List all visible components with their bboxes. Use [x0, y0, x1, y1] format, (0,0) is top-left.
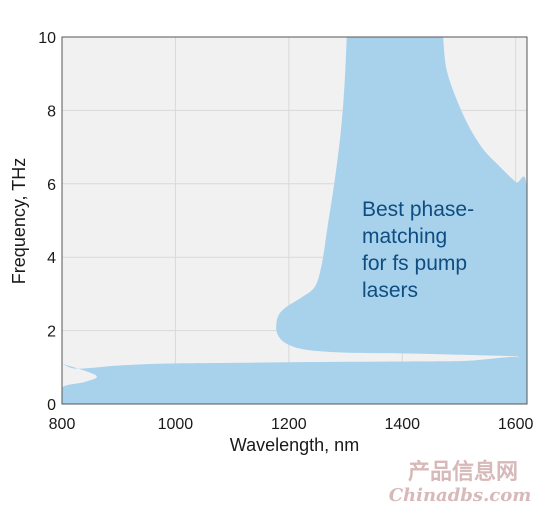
y-tick-label: 8 [47, 103, 56, 120]
y-axis-label: Frequency, THz [9, 158, 29, 284]
y-tick-label: 6 [47, 177, 56, 194]
filled-regions [62, 37, 527, 404]
y-tick-labels: 0 2 4 6 8 10 [38, 30, 56, 414]
x-tick-label: 1000 [158, 416, 194, 433]
plot-frame [61, 36, 528, 405]
x-tick-label: 1200 [271, 416, 307, 433]
watermark-line1: 产品信息网 [408, 459, 518, 485]
y-tick-label: 4 [47, 250, 56, 267]
y-tick-label: 2 [47, 324, 56, 341]
annotation-line: lasers [362, 279, 418, 302]
annotation-line: Best phase- [362, 198, 474, 221]
x-tick-label: 1400 [384, 416, 420, 433]
y-tick-label: 0 [47, 397, 56, 414]
x-tick-label: 800 [49, 416, 76, 433]
region-lower-band [62, 357, 527, 404]
annotation-line: matching [362, 225, 447, 248]
region-upper-region [276, 37, 527, 369]
watermark-line2: Chinadbs.com [389, 485, 532, 506]
annotation-line: for fs pump [362, 252, 467, 275]
x-tick-label: 1600 [498, 416, 534, 433]
x-tick-labels: 800 1000 1200 1400 1600 [49, 416, 534, 433]
x-axis-label: Wavelength, nm [230, 435, 359, 455]
y-tick-label: 10 [38, 30, 56, 47]
annotation: Best phase-matching for fs pump lasers [362, 198, 474, 302]
